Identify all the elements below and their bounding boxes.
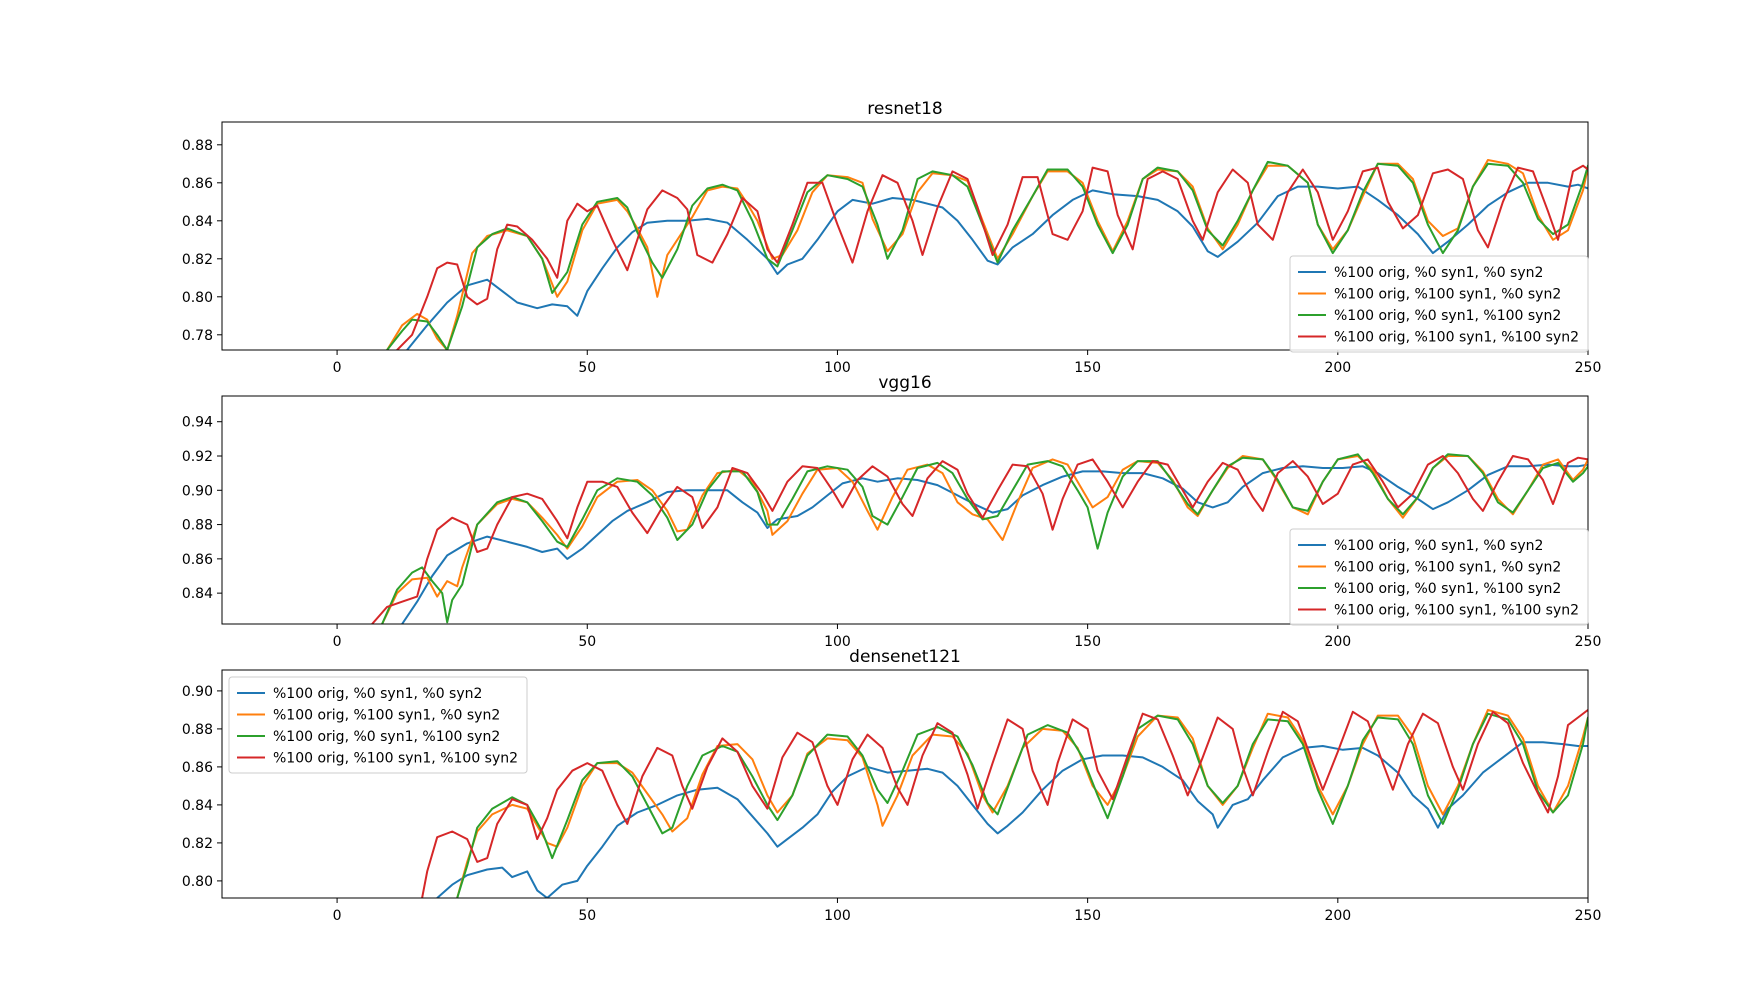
subplot-resnet18: 0 50 100 150 200 250 0.78 0.80 0.82 0.84 0.86 0.88 r… bbox=[182, 99, 1602, 376]
legend-entry: %100 orig, %100 syn1, %0 syn2 bbox=[1334, 287, 1561, 303]
legend-box bbox=[1289, 255, 1589, 353]
y-tick-label: 0.88 bbox=[182, 518, 213, 534]
x-tick-label: 100 bbox=[824, 908, 851, 924]
legend-entry: %100 orig, %0 syn1, %0 syn2 bbox=[1334, 538, 1543, 554]
x-tick-label: 250 bbox=[1575, 360, 1602, 376]
series-line-3 bbox=[396, 164, 1588, 350]
x-tick-label: 150 bbox=[1074, 908, 1101, 924]
series-line-2 bbox=[456, 712, 1588, 898]
series-line-3 bbox=[421, 708, 1588, 898]
subplot-title: vgg16 bbox=[878, 373, 931, 393]
legend-entry: %100 orig, %0 syn1, %100 syn2 bbox=[1334, 308, 1561, 324]
x-tick-label: 150 bbox=[1074, 360, 1101, 376]
subplot-vgg16: 0 50 100 150 200 250 0.84 0.86 0.88 0.90 0.92 0.94 v… bbox=[182, 373, 1602, 650]
y-tick-label: 0.82 bbox=[182, 252, 213, 268]
legend-entry: %100 orig, %100 syn1, %100 syn2 bbox=[273, 751, 518, 767]
y-tick-label: 0.84 bbox=[182, 586, 213, 602]
y-tick-label: 0.88 bbox=[182, 722, 213, 738]
x-tick-label: 0 bbox=[333, 360, 342, 376]
y-tick-label: 0.86 bbox=[182, 552, 213, 568]
series-line-2 bbox=[386, 160, 1588, 350]
plot-frame bbox=[221, 121, 1589, 351]
x-tick-label: 50 bbox=[578, 360, 596, 376]
legend-entry: %100 orig, %0 syn1, %0 syn2 bbox=[1334, 265, 1543, 281]
x-tick-label: 100 bbox=[824, 360, 851, 376]
y-tick-label: 0.86 bbox=[182, 176, 213, 192]
series-line-1 bbox=[456, 708, 1588, 898]
y-tick-label: 0.90 bbox=[182, 684, 213, 700]
y-tick-label: 0.80 bbox=[182, 874, 213, 890]
series-line-2 bbox=[381, 453, 1588, 624]
y-tick-label: 0.92 bbox=[182, 449, 213, 465]
x-tick-label: 200 bbox=[1324, 634, 1351, 650]
series-line-0 bbox=[406, 181, 1588, 350]
series-line-0 bbox=[401, 463, 1588, 624]
legend: %100 orig, %0 syn1, %0 syn2 %100 orig, %1… bbox=[1289, 528, 1589, 626]
y-tick-label: 0.78 bbox=[182, 328, 213, 344]
series-line-3 bbox=[371, 455, 1588, 624]
x-tick-label: 100 bbox=[824, 634, 851, 650]
legend-entry: %100 orig, %0 syn1, %0 syn2 bbox=[273, 686, 482, 702]
y-tick-label: 0.86 bbox=[182, 760, 213, 776]
x-tick-label: 0 bbox=[333, 634, 342, 650]
plot-frame bbox=[221, 669, 1589, 899]
x-tick-label: 200 bbox=[1324, 908, 1351, 924]
legend-entry: %100 orig, %0 syn1, %100 syn2 bbox=[273, 729, 500, 745]
legend-entry: %100 orig, %100 syn1, %100 syn2 bbox=[1334, 603, 1579, 619]
legend-entry: %100 orig, %100 syn1, %0 syn2 bbox=[273, 708, 500, 724]
x-tick-label: 50 bbox=[578, 634, 596, 650]
x-tick-label: 0 bbox=[333, 908, 342, 924]
legend: %100 orig, %0 syn1, %0 syn2 %100 orig, %1… bbox=[1289, 255, 1589, 353]
x-tick-label: 150 bbox=[1074, 634, 1101, 650]
legend-entry: %100 orig, %100 syn1, %100 syn2 bbox=[1334, 330, 1579, 346]
legend-entry: %100 orig, %0 syn1, %100 syn2 bbox=[1334, 581, 1561, 597]
x-tick-label: 200 bbox=[1324, 360, 1351, 376]
y-tick-label: 0.80 bbox=[182, 290, 213, 306]
y-tick-label: 0.90 bbox=[182, 483, 213, 499]
plot-frame bbox=[221, 395, 1589, 625]
subplot-title: densenet121 bbox=[849, 647, 961, 667]
subplot-title: resnet18 bbox=[867, 99, 942, 119]
y-tick-label: 0.94 bbox=[182, 415, 213, 431]
y-tick-label: 0.88 bbox=[182, 138, 213, 154]
legend: %100 orig, %0 syn1, %0 syn2 %100 orig, %1… bbox=[228, 676, 528, 774]
series-line-0 bbox=[436, 741, 1588, 898]
legend-box bbox=[1289, 528, 1589, 626]
x-tick-label: 50 bbox=[578, 908, 596, 924]
y-tick-label: 0.84 bbox=[182, 214, 213, 230]
legend-box bbox=[228, 676, 528, 774]
subplot-densenet121: 0 50 100 150 200 250 0.80 0.82 0.84 0.86 0.88 0.90 d… bbox=[182, 647, 1602, 924]
legend-entry: %100 orig, %100 syn1, %0 syn2 bbox=[1334, 560, 1561, 576]
x-tick-label: 250 bbox=[1575, 634, 1602, 650]
y-tick-label: 0.84 bbox=[182, 798, 213, 814]
y-tick-label: 0.82 bbox=[182, 836, 213, 852]
x-tick-label: 250 bbox=[1575, 908, 1602, 924]
